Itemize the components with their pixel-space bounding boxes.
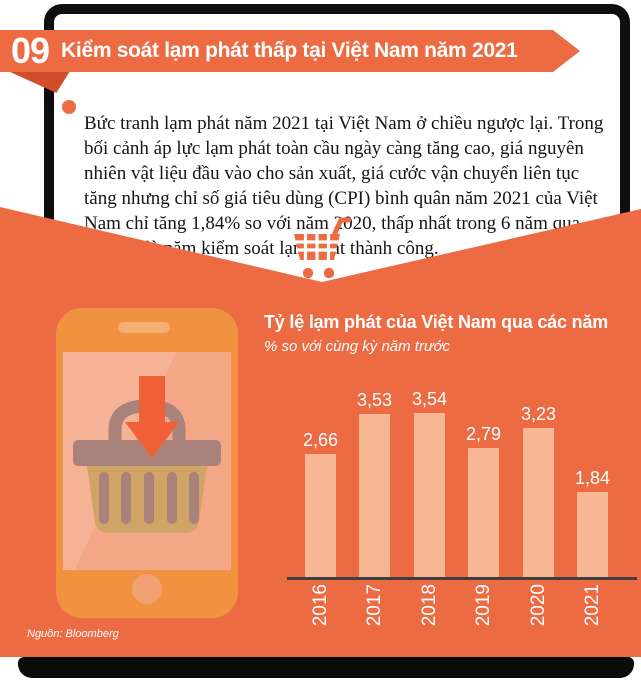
chart-bar-2016 (305, 454, 336, 578)
source-note: Nguồn: Bloomberg (27, 628, 119, 640)
chart-title: Tỷ lệ lạm phát của Việt Nam qua các năm (264, 312, 608, 332)
chart-subtitle: % so với cùng kỳ năm trước (264, 338, 451, 355)
x-tick-label: 2018 (418, 584, 440, 627)
intro-paragraph: Bức tranh lạm phát năm 2021 tại Việt Nam… (84, 113, 604, 259)
chart-bar-2021 (577, 492, 608, 578)
x-tick-label: 2017 (363, 584, 385, 627)
header-number: 09 (11, 30, 50, 71)
x-tick-label: 2016 (309, 584, 331, 627)
header-banner: 09 Kiểm soát lạm phát thấp tại Việt Nam … (0, 30, 580, 72)
page-title: Kiểm soát lạm phát thấp tại Việt Nam năm… (61, 39, 518, 62)
shopping-cart-icon (291, 216, 352, 280)
phone-home-button (132, 574, 162, 604)
bar-value-label: 3,23 (520, 404, 557, 424)
bar-value-label: 2,66 (302, 430, 339, 450)
phone-illustration (56, 308, 238, 618)
down-arrow-icon (125, 376, 179, 458)
card-bottom-border (18, 657, 634, 678)
bar-value-label: 3,53 (356, 390, 393, 410)
chart-bar-2018 (414, 413, 445, 578)
chart-bar-2020 (523, 428, 554, 578)
phone-speaker (118, 322, 170, 333)
shopping-basket-icon (73, 376, 221, 533)
bar-value-label: 1,84 (574, 468, 611, 488)
x-tick-label: 2019 (472, 584, 494, 627)
chart-bar-2017 (359, 414, 390, 578)
chart-bar-2019 (468, 448, 499, 578)
bullet-dot (62, 100, 76, 114)
chart-x-axis (287, 577, 637, 580)
phone-screen (63, 352, 231, 570)
x-tick-label: 2020 (527, 584, 549, 627)
bar-value-label: 2,79 (465, 424, 502, 444)
bar-value-label: 3,54 (411, 389, 448, 409)
x-tick-label: 2021 (581, 584, 603, 627)
